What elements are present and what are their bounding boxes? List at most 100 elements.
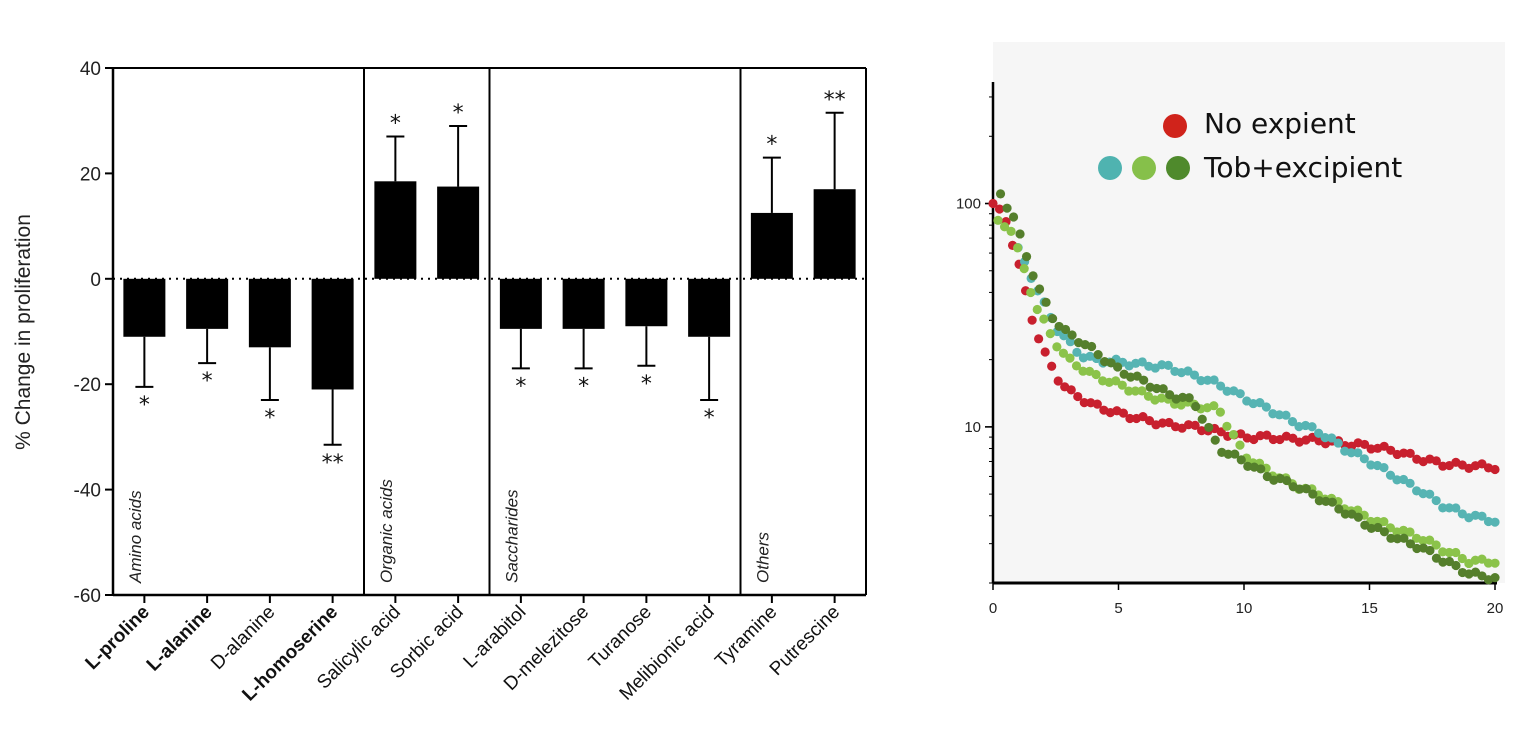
bar bbox=[186, 278, 229, 329]
scatter-point bbox=[1327, 497, 1337, 507]
scatter-point bbox=[1210, 435, 1220, 445]
scatter-point bbox=[1223, 449, 1233, 459]
bar bbox=[374, 181, 417, 279]
bar-chart-group-label: Others bbox=[754, 531, 773, 583]
scatter-chart-legend: No expient Tob+excipient bbox=[1098, 107, 1402, 184]
scatter-point bbox=[1032, 304, 1042, 315]
scatter-point bbox=[1353, 448, 1363, 458]
legend-label: No expient bbox=[1204, 107, 1356, 140]
scatter-point bbox=[1281, 410, 1291, 420]
scatter-point bbox=[1165, 390, 1175, 400]
scatter-point bbox=[1282, 475, 1292, 486]
scatter-point bbox=[1320, 433, 1330, 443]
bar-chart-y-tick-label: 40 bbox=[80, 59, 101, 80]
scatter-point bbox=[1197, 414, 1207, 424]
scatter-point bbox=[1334, 504, 1344, 514]
bar-chart-y-tick-label: -40 bbox=[74, 481, 101, 502]
scatter-point bbox=[1047, 361, 1057, 371]
scatter-point bbox=[1295, 484, 1305, 494]
scatter-point bbox=[1425, 545, 1435, 556]
scatter-point bbox=[1065, 353, 1075, 363]
scatter-point bbox=[1060, 324, 1071, 335]
scatter-point bbox=[1236, 455, 1246, 465]
scatter-point bbox=[1307, 422, 1317, 432]
significance-marker: * bbox=[390, 112, 401, 137]
significance-marker: * bbox=[139, 393, 150, 418]
bar-chart-y-ticks: 40 20 0 -20 -40 -60 bbox=[74, 59, 113, 607]
scatter-point bbox=[1111, 376, 1121, 386]
scatter-point bbox=[1399, 448, 1409, 458]
legend-label: Tob+excipient bbox=[1203, 151, 1402, 184]
scatter-chart-x-tick-label: 5 bbox=[1114, 600, 1122, 617]
bar-chart-group-label: Saccharides bbox=[503, 489, 522, 583]
scatter-point bbox=[999, 222, 1010, 232]
scatter-chart-x-tick-label: 15 bbox=[1361, 600, 1378, 617]
scatter-point bbox=[994, 204, 1005, 214]
scatter-point bbox=[1483, 558, 1494, 568]
scatter-point bbox=[1006, 226, 1016, 236]
scatter-point bbox=[1274, 410, 1285, 420]
significance-marker: * bbox=[202, 369, 213, 394]
scatter-point bbox=[1340, 509, 1350, 519]
scatter-point bbox=[1053, 376, 1063, 386]
scatter-point bbox=[1034, 284, 1045, 294]
scatter-chart-x-tick-label: 0 bbox=[989, 600, 997, 617]
scatter-point bbox=[1113, 362, 1123, 372]
scatter-chart-y-tick-label: 10 bbox=[964, 419, 981, 436]
scatter-point bbox=[1346, 448, 1356, 458]
scatter-point bbox=[1067, 330, 1077, 340]
scatter-point bbox=[993, 215, 1003, 225]
scatter-point bbox=[1385, 470, 1396, 480]
scatter-point bbox=[1405, 448, 1415, 458]
scatter-point bbox=[1058, 348, 1069, 358]
scatter-point bbox=[1301, 484, 1311, 494]
bar-chart-bars: ****** ** * ***** bbox=[123, 88, 856, 476]
scatter-point bbox=[1027, 315, 1037, 325]
scatter-point bbox=[1222, 421, 1232, 431]
scatter-point bbox=[1405, 527, 1415, 537]
scatter-point bbox=[1490, 558, 1500, 568]
scatter-point bbox=[1015, 229, 1025, 239]
scatter-point bbox=[1204, 422, 1214, 433]
legend-swatch bbox=[1166, 156, 1190, 180]
scatter-point bbox=[1164, 417, 1174, 428]
scatter-point bbox=[1308, 489, 1318, 499]
scatter-point bbox=[1438, 503, 1448, 513]
scatter-point bbox=[1072, 347, 1082, 357]
scatter-point bbox=[1353, 512, 1363, 522]
significance-marker: ** bbox=[824, 88, 846, 113]
scatter-point bbox=[1178, 392, 1188, 402]
scatter-point bbox=[1490, 572, 1500, 583]
scatter-point bbox=[995, 189, 1006, 199]
scatter-point bbox=[1379, 516, 1389, 527]
significance-marker: * bbox=[766, 133, 777, 158]
scatter-point bbox=[1191, 401, 1201, 412]
scatter-point bbox=[1405, 539, 1416, 549]
scatter-point bbox=[988, 198, 998, 209]
scatter-point bbox=[1287, 417, 1298, 427]
scatter-point bbox=[1078, 366, 1088, 376]
scatter-point bbox=[1477, 511, 1487, 521]
scatter-point bbox=[1215, 407, 1225, 417]
scatter-point bbox=[1039, 314, 1049, 324]
scatter-point bbox=[1431, 495, 1441, 506]
scatter-point bbox=[1137, 357, 1147, 367]
scatter-point bbox=[1216, 427, 1226, 437]
bar-chart-y-tick-label: 20 bbox=[80, 164, 101, 185]
legend-swatch bbox=[1163, 114, 1187, 138]
scatter-point bbox=[1327, 433, 1337, 443]
scatter-point bbox=[1230, 449, 1240, 459]
bar-chart-category-labels: L-prolineL-alanineD-alanineL-homoserineS… bbox=[82, 595, 844, 705]
scatter-point bbox=[1196, 376, 1206, 386]
bar-chart-category-label: L-alanine bbox=[143, 602, 217, 676]
scatter-point bbox=[1002, 203, 1012, 213]
scatter-point bbox=[1314, 428, 1324, 438]
scatter-point bbox=[1041, 297, 1051, 307]
scatter-point bbox=[1209, 401, 1219, 411]
significance-marker: * bbox=[641, 372, 652, 397]
scatter-point bbox=[1359, 454, 1369, 464]
scatter-point bbox=[1255, 398, 1265, 408]
scatter-point bbox=[1373, 522, 1383, 533]
scatter-point bbox=[1261, 402, 1271, 412]
